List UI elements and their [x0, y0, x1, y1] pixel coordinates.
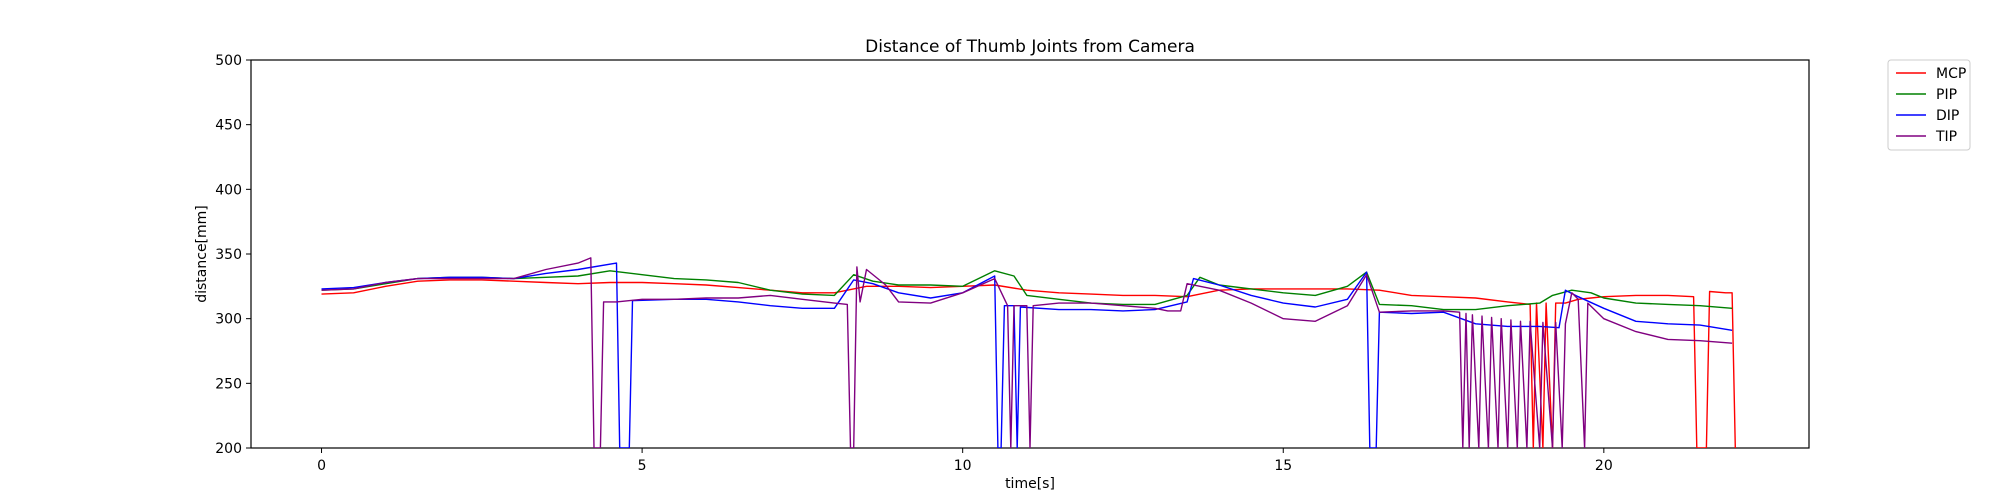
legend: MCP PIP DIP TIP — [1887, 59, 1971, 151]
series-line-dip — [321, 262, 1733, 448]
series-lines — [321, 257, 1736, 448]
y-tick-label: 400 — [215, 182, 242, 198]
x-tick-label: 0 — [317, 458, 326, 474]
y-tick-label: 200 — [215, 441, 242, 457]
chart-title: Distance of Thumb Joints from Camera — [865, 37, 1195, 57]
y-axis-ticks: 200 250 300 350 400 450 500 — [215, 53, 251, 457]
legend-label-dip: DIP — [1936, 108, 1959, 124]
y-tick-label: 500 — [215, 53, 242, 69]
x-tick-label: 5 — [638, 458, 647, 474]
y-tick-label: 250 — [215, 376, 242, 392]
x-tick-label: 20 — [1595, 458, 1613, 474]
series-line-tip — [321, 257, 1733, 448]
legend-label-pip: PIP — [1936, 87, 1957, 103]
x-axis-label: time[s] — [1005, 476, 1055, 492]
y-tick-label: 350 — [215, 247, 242, 263]
legend-label-mcp: MCP — [1936, 66, 1966, 82]
y-axis-label: distance[mm] — [194, 205, 210, 303]
x-tick-label: 15 — [1274, 458, 1292, 474]
series-line-pip — [321, 270, 1733, 311]
y-tick-label: 300 — [215, 312, 242, 328]
x-axis-ticks: 0 5 10 15 20 — [317, 448, 1613, 474]
legend-box — [1887, 59, 1971, 151]
x-tick-label: 10 — [954, 458, 972, 474]
legend-label-tip: TIP — [1935, 129, 1957, 145]
legend-items: MCP PIP DIP TIP — [1896, 66, 1966, 145]
y-tick-label: 450 — [215, 118, 242, 134]
